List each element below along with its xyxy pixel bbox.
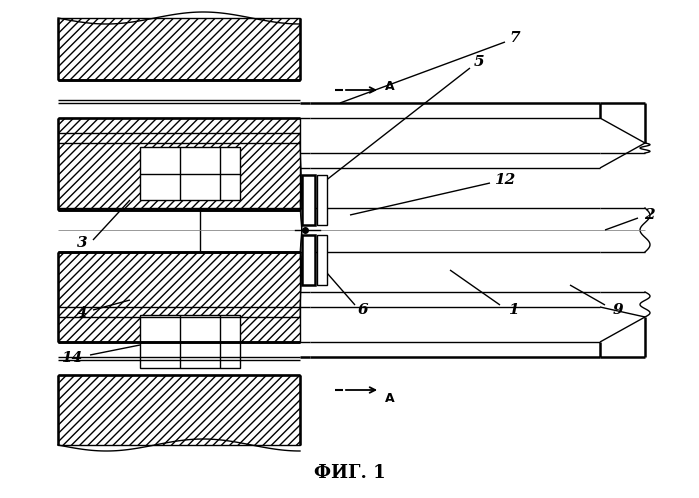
Text: 9: 9	[613, 303, 624, 317]
Text: 14: 14	[62, 351, 82, 365]
Text: А: А	[385, 391, 395, 404]
Polygon shape	[58, 18, 300, 80]
Text: 6: 6	[358, 303, 368, 317]
Text: 3: 3	[77, 236, 87, 250]
Text: 2: 2	[644, 208, 654, 222]
Bar	[302, 235, 315, 285]
Text: 12: 12	[494, 173, 516, 187]
Polygon shape	[58, 375, 300, 445]
Text: 7: 7	[510, 31, 520, 45]
Polygon shape	[58, 252, 300, 342]
Text: А: А	[385, 80, 395, 93]
Text: ФИГ. 1: ФИГ. 1	[314, 464, 385, 482]
Bar	[317, 235, 327, 285]
Text: 1: 1	[507, 303, 519, 317]
Bar	[302, 175, 315, 225]
Bar	[140, 315, 240, 368]
Polygon shape	[58, 118, 300, 210]
Text: 4: 4	[77, 306, 87, 320]
Text: 5: 5	[474, 55, 484, 69]
Bar	[140, 147, 240, 200]
Bar	[317, 175, 327, 225]
